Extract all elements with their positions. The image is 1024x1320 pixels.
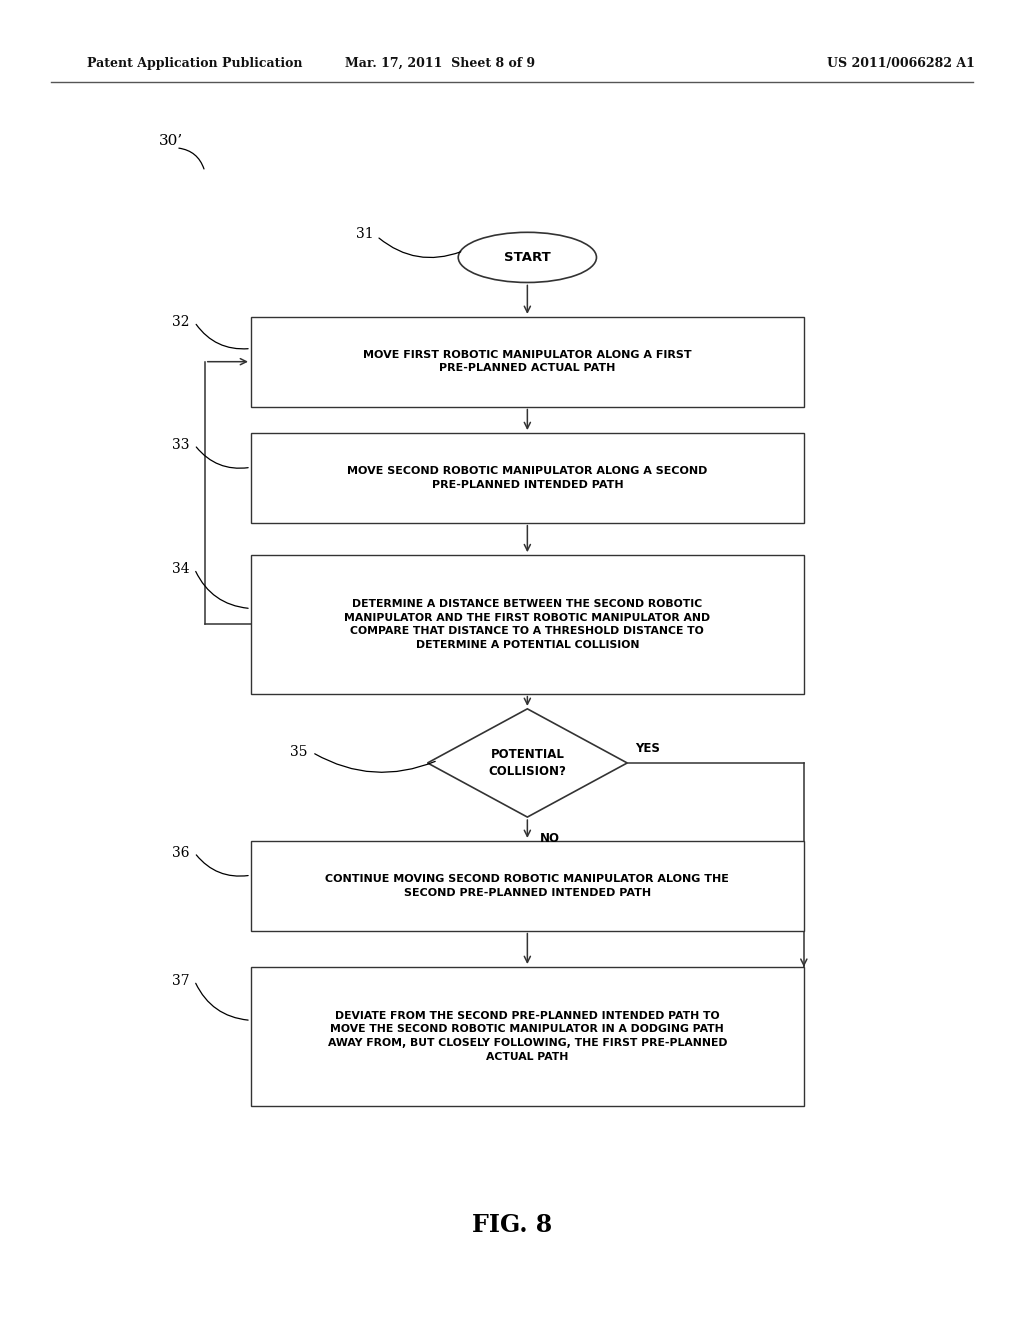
Text: START: START [504, 251, 551, 264]
Text: 32: 32 [172, 315, 189, 329]
Text: Mar. 17, 2011  Sheet 8 of 9: Mar. 17, 2011 Sheet 8 of 9 [345, 57, 536, 70]
Text: NO: NO [540, 832, 560, 845]
Text: YES: YES [635, 742, 660, 755]
FancyBboxPatch shape [251, 554, 804, 694]
Ellipse shape [459, 232, 596, 282]
Text: FIG. 8: FIG. 8 [472, 1213, 552, 1237]
Text: MOVE SECOND ROBOTIC MANIPULATOR ALONG A SECOND
PRE-PLANNED INTENDED PATH: MOVE SECOND ROBOTIC MANIPULATOR ALONG A … [347, 466, 708, 490]
FancyBboxPatch shape [251, 317, 804, 407]
FancyBboxPatch shape [251, 841, 804, 931]
Text: DEVIATE FROM THE SECOND PRE-PLANNED INTENDED PATH TO
MOVE THE SECOND ROBOTIC MAN: DEVIATE FROM THE SECOND PRE-PLANNED INTE… [328, 1011, 727, 1061]
Polygon shape [428, 709, 627, 817]
Text: 35: 35 [290, 746, 307, 759]
Text: 34: 34 [172, 562, 189, 576]
Text: 33: 33 [172, 438, 189, 451]
Text: POTENTIAL
COLLISION?: POTENTIAL COLLISION? [488, 748, 566, 777]
Text: 37: 37 [172, 974, 189, 987]
Text: Patent Application Publication: Patent Application Publication [87, 57, 302, 70]
Text: DETERMINE A DISTANCE BETWEEN THE SECOND ROBOTIC
MANIPULATOR AND THE FIRST ROBOTI: DETERMINE A DISTANCE BETWEEN THE SECOND … [344, 599, 711, 649]
FancyBboxPatch shape [251, 433, 804, 523]
Text: CONTINUE MOVING SECOND ROBOTIC MANIPULATOR ALONG THE
SECOND PRE-PLANNED INTENDED: CONTINUE MOVING SECOND ROBOTIC MANIPULAT… [326, 874, 729, 898]
Text: MOVE FIRST ROBOTIC MANIPULATOR ALONG A FIRST
PRE-PLANNED ACTUAL PATH: MOVE FIRST ROBOTIC MANIPULATOR ALONG A F… [364, 350, 691, 374]
Text: 36: 36 [172, 846, 189, 859]
Text: US 2011/0066282 A1: US 2011/0066282 A1 [827, 57, 975, 70]
Text: 30’: 30’ [159, 135, 183, 148]
FancyBboxPatch shape [251, 966, 804, 1106]
Text: 31: 31 [356, 227, 374, 240]
